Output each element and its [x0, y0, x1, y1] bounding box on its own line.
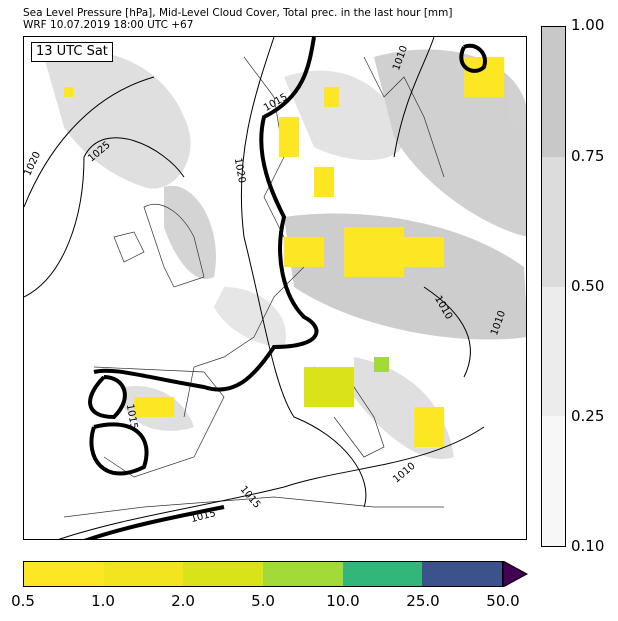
precip-bin	[24, 562, 104, 586]
cloud-tick: 0.75	[571, 147, 605, 165]
precip-tick: 50.0	[486, 592, 520, 610]
precip-tick: 0.5	[11, 592, 35, 610]
precip-tick: 5.0	[251, 592, 275, 610]
precip-bin	[263, 562, 343, 586]
precip-colorbar	[23, 561, 503, 587]
map-title: Sea Level Pressure [hPa], Mid-Level Clou…	[23, 7, 453, 19]
cloud-tick: 0.50	[571, 277, 605, 295]
precip-tick: 1.0	[91, 592, 115, 610]
precip-tick: 10.0	[326, 592, 360, 610]
weather-map: 1010 1015 1020 1025 1020 1010 1010 1015 …	[23, 36, 527, 540]
cloud-tick: 0.25	[571, 407, 605, 425]
map-subtitle: WRF 10.07.2019 18:00 UTC +67	[23, 19, 194, 31]
isobar-label: 1015	[190, 508, 217, 525]
precip-extend-arrow	[503, 561, 529, 587]
precip-tick: 25.0	[406, 592, 440, 610]
isobar-label: 1015	[238, 484, 263, 511]
precip-tick: 2.0	[171, 592, 195, 610]
time-label: 13 UTC Sat	[31, 42, 113, 62]
precip-bin	[342, 562, 423, 586]
cloud-bin	[542, 156, 565, 287]
isobar-label: 1010	[391, 461, 418, 486]
precip-bin	[103, 562, 184, 586]
isobar-label: 1015	[124, 403, 139, 430]
precipitation	[64, 57, 504, 447]
precip-bin	[183, 562, 264, 586]
cloud-bin	[542, 416, 565, 546]
cloud-bin	[542, 286, 565, 417]
isobar-label: 1020	[232, 157, 247, 184]
cloud-tick: 0.10	[571, 537, 605, 555]
cloud-bin	[542, 27, 565, 157]
cloud-tick: 1.00	[571, 16, 605, 34]
isobars	[24, 37, 485, 539]
precip-bin	[422, 562, 503, 586]
cloud-cover-colorbar	[541, 26, 566, 547]
isobars-bold	[83, 37, 487, 539]
